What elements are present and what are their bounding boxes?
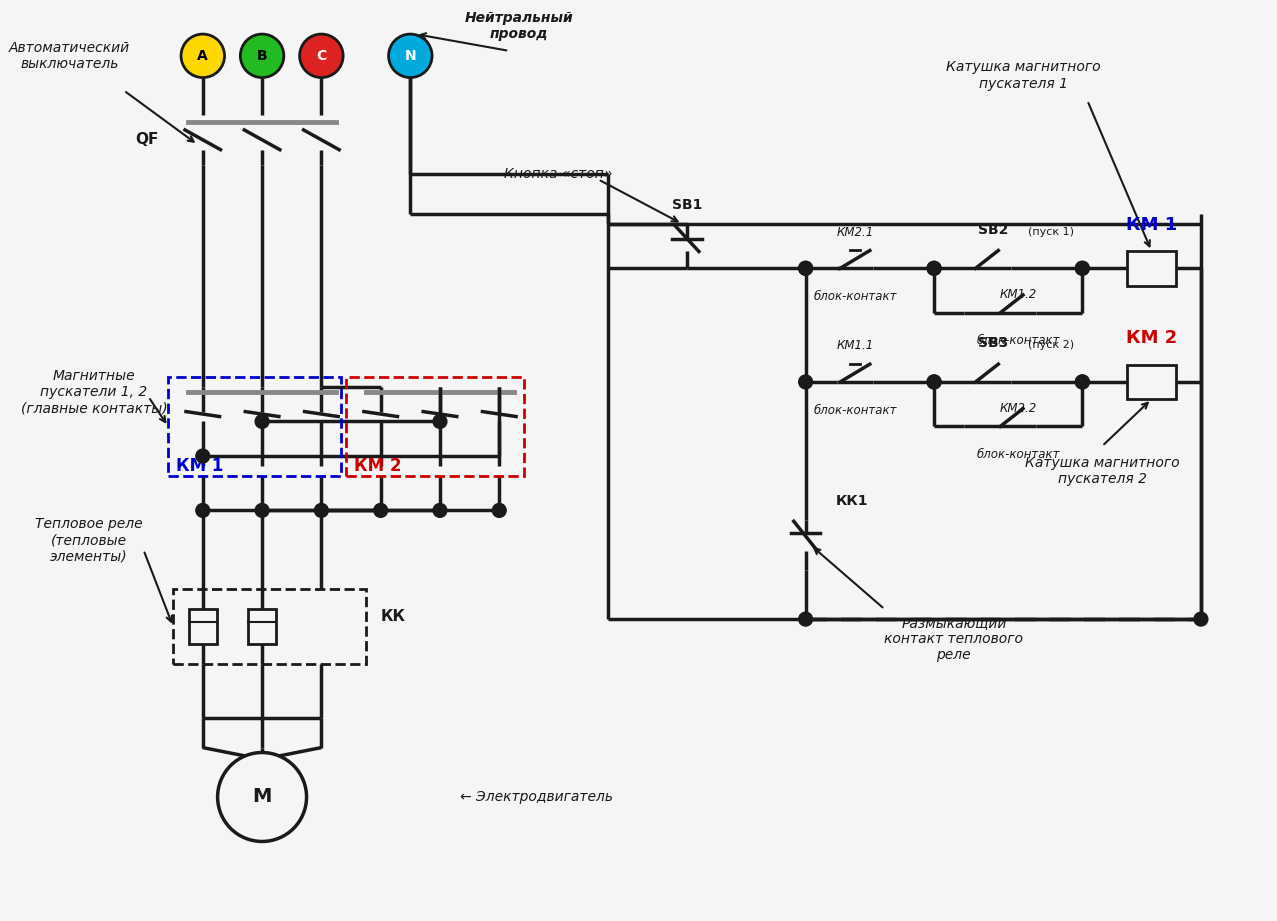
Circle shape xyxy=(493,504,506,518)
Circle shape xyxy=(300,34,344,77)
Text: Нейтральный
провод: Нейтральный провод xyxy=(465,11,573,41)
Text: (пуск 1): (пуск 1) xyxy=(1028,227,1074,237)
Circle shape xyxy=(798,612,812,626)
Circle shape xyxy=(798,262,812,275)
Bar xyxy=(1126,251,1176,286)
Circle shape xyxy=(217,752,306,842)
Text: Катушка магнитного
пускателя 1: Катушка магнитного пускателя 1 xyxy=(946,61,1101,90)
Text: блок-контакт: блок-контакт xyxy=(813,403,896,416)
Circle shape xyxy=(1075,375,1089,389)
Circle shape xyxy=(798,375,812,389)
Bar xyxy=(248,609,276,644)
Circle shape xyxy=(927,375,941,389)
Text: B: B xyxy=(257,49,267,63)
Circle shape xyxy=(374,504,388,518)
Circle shape xyxy=(181,34,225,77)
Circle shape xyxy=(1075,262,1089,275)
Circle shape xyxy=(433,414,447,428)
Bar xyxy=(189,609,217,644)
Circle shape xyxy=(255,504,269,518)
Circle shape xyxy=(255,414,269,428)
Text: КМ2.1: КМ2.1 xyxy=(836,226,873,239)
Text: Катушка магнитного
пускателя 2: Катушка магнитного пускателя 2 xyxy=(1024,456,1180,486)
Text: Размыкающий
контакт теплового
реле: Размыкающий контакт теплового реле xyxy=(885,615,1023,662)
Text: QF: QF xyxy=(135,133,158,147)
Text: SB3: SB3 xyxy=(978,336,1009,350)
Circle shape xyxy=(1075,262,1089,275)
Circle shape xyxy=(388,34,432,77)
Circle shape xyxy=(927,375,941,389)
Text: SB1: SB1 xyxy=(672,198,702,212)
Text: Тепловое реле
(тепловые
элементы): Тепловое реле (тепловые элементы) xyxy=(36,517,143,564)
Text: ← Электродвигатель: ← Электродвигатель xyxy=(460,790,613,804)
Circle shape xyxy=(927,262,941,275)
Circle shape xyxy=(240,34,283,77)
Text: КМ1.2: КМ1.2 xyxy=(1000,288,1037,301)
Text: КМ 1: КМ 1 xyxy=(176,457,223,475)
Text: Кнопка «стоп»: Кнопка «стоп» xyxy=(504,168,613,181)
Circle shape xyxy=(314,504,328,518)
Circle shape xyxy=(1194,612,1208,626)
Text: Автоматический
выключатель: Автоматический выключатель xyxy=(9,41,130,71)
Text: КМ2.2: КМ2.2 xyxy=(1000,402,1037,414)
Bar xyxy=(1126,365,1176,399)
Text: блок-контакт: блок-контакт xyxy=(977,334,1060,347)
Text: КК: КК xyxy=(381,609,406,624)
Circle shape xyxy=(1075,375,1089,389)
Text: КМ 2: КМ 2 xyxy=(1126,330,1177,347)
Text: SB2: SB2 xyxy=(978,223,1009,237)
Text: блок-контакт: блок-контакт xyxy=(977,449,1060,461)
Circle shape xyxy=(798,262,812,275)
Text: КК1: КК1 xyxy=(835,495,868,508)
Text: C: C xyxy=(317,49,327,63)
Circle shape xyxy=(433,504,447,518)
Text: Магнитные
пускатели 1, 2
(главные контакты): Магнитные пускатели 1, 2 (главные контак… xyxy=(20,368,167,415)
Text: A: A xyxy=(198,49,208,63)
Text: блок-контакт: блок-контакт xyxy=(813,290,896,303)
Circle shape xyxy=(195,449,209,463)
Text: М: М xyxy=(253,787,272,807)
Text: КМ 1: КМ 1 xyxy=(1126,216,1177,234)
Circle shape xyxy=(927,262,941,275)
Text: N: N xyxy=(405,49,416,63)
Text: КМ 2: КМ 2 xyxy=(354,457,401,475)
Circle shape xyxy=(195,504,209,518)
Text: КМ1.1: КМ1.1 xyxy=(836,339,873,353)
Text: (пуск 2): (пуск 2) xyxy=(1028,341,1074,350)
